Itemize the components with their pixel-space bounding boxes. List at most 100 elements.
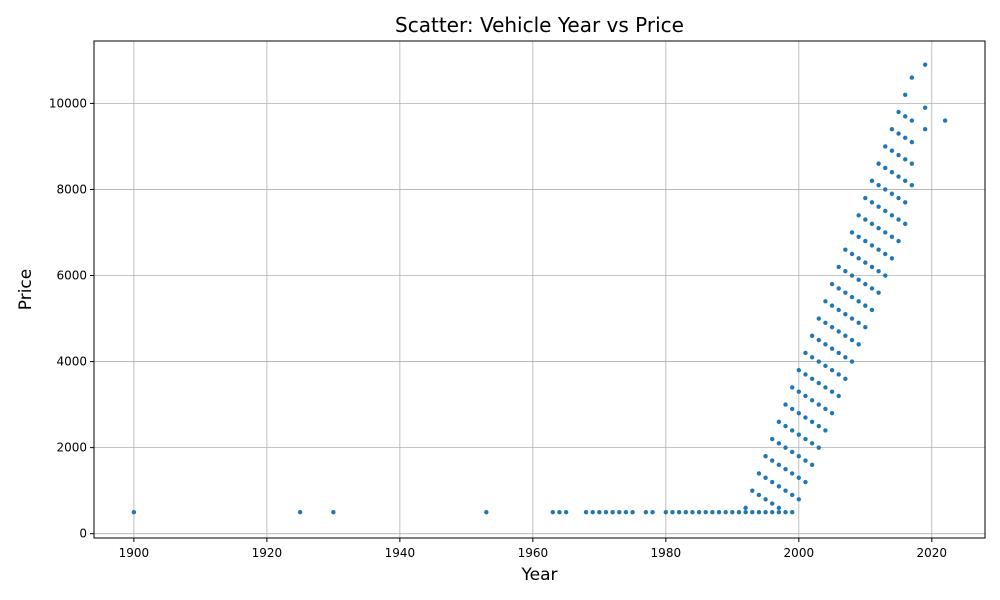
scatter-point xyxy=(869,243,875,248)
scatter-point xyxy=(743,505,748,511)
scatter-point xyxy=(297,509,303,515)
scatter-point xyxy=(670,509,675,515)
scatter-point xyxy=(942,118,948,123)
scatter-point xyxy=(889,191,895,196)
x-tick-label: 2020 xyxy=(917,546,948,560)
scatter-point xyxy=(643,509,649,515)
scatter-point xyxy=(776,505,782,511)
x-tick-label: 1960 xyxy=(518,546,549,560)
grid-lines xyxy=(94,41,985,538)
scatter-point xyxy=(889,234,895,239)
scatter-point xyxy=(816,445,821,450)
scatter-point xyxy=(896,195,901,201)
scatter-point xyxy=(849,359,855,364)
scatter-point xyxy=(796,454,802,459)
scatter-point xyxy=(789,428,795,433)
scatter-point xyxy=(829,281,835,287)
scatter-point xyxy=(590,509,595,515)
y-axis-label: Price xyxy=(16,269,36,310)
scatter-point xyxy=(869,178,875,184)
scatter-point xyxy=(803,458,808,463)
scatter-point xyxy=(863,195,868,201)
scatter-point xyxy=(843,376,848,381)
x-tick-label: 1900 xyxy=(119,546,150,560)
scatter-point xyxy=(903,200,908,205)
scatter-point xyxy=(816,380,821,386)
scatter-point xyxy=(763,497,768,502)
scatter-point xyxy=(863,217,868,222)
scatter-point xyxy=(703,509,708,515)
scatter-point xyxy=(883,273,888,278)
scatter-point xyxy=(883,187,888,192)
scatter-point xyxy=(843,312,848,317)
scatter-point xyxy=(849,337,855,343)
scatter-point xyxy=(809,355,815,360)
scatter-point xyxy=(856,320,861,326)
data-points xyxy=(131,62,948,515)
scatter-point xyxy=(836,393,841,399)
scatter-point xyxy=(803,436,808,442)
scatter-point xyxy=(796,389,802,394)
scatter-point xyxy=(849,273,855,278)
scatter-point xyxy=(783,423,788,429)
scatter-point xyxy=(849,251,855,257)
scatter-point xyxy=(789,509,795,515)
scatter-point xyxy=(750,509,755,515)
scatter-point xyxy=(843,333,848,338)
scatter-point xyxy=(809,419,815,425)
scatter-point xyxy=(849,316,855,321)
scatter-point xyxy=(823,406,828,412)
scatter-point xyxy=(823,363,828,369)
scatter-point xyxy=(836,264,841,270)
scatter-point xyxy=(823,299,828,304)
scatter-point xyxy=(736,509,742,515)
scatter-point xyxy=(876,247,881,252)
scatter-point xyxy=(896,238,901,244)
scatter-point xyxy=(889,213,895,218)
scatter-point xyxy=(789,406,795,412)
scatter-point xyxy=(843,355,848,360)
scatter-point xyxy=(770,501,775,506)
scatter-point xyxy=(796,411,802,416)
scatter-point xyxy=(796,432,802,437)
scatter-point xyxy=(803,479,808,485)
scatter-point xyxy=(856,299,861,304)
scatter-point xyxy=(876,225,881,231)
scatter-point xyxy=(696,509,702,515)
scatter-point xyxy=(903,221,908,227)
scatter-point xyxy=(770,436,775,442)
scatter-point xyxy=(903,92,908,97)
scatter-point xyxy=(803,350,808,356)
scatter-point xyxy=(823,385,828,390)
scatter-point xyxy=(889,256,895,261)
scatter-point xyxy=(869,221,875,227)
chart-title: Scatter: Vehicle Year vs Price xyxy=(395,13,684,37)
scatter-point xyxy=(816,359,821,364)
y-tick-label: 6000 xyxy=(56,269,87,283)
scatter-point xyxy=(803,415,808,420)
x-tick-label: 1940 xyxy=(385,546,416,560)
x-tick-label: 1980 xyxy=(651,546,682,560)
scatter-point xyxy=(663,509,669,515)
scatter-point xyxy=(843,247,848,252)
scatter-point xyxy=(756,492,762,498)
y-tick-label: 8000 xyxy=(56,182,87,196)
scatter-point xyxy=(650,509,655,515)
scatter-point xyxy=(789,492,795,498)
scatter-point xyxy=(557,509,562,515)
scatter-point xyxy=(883,208,888,214)
scatter-point xyxy=(849,294,855,300)
scatter-point xyxy=(723,509,728,515)
scatter-point xyxy=(883,251,888,257)
scatter-point xyxy=(843,290,848,295)
scatter-point xyxy=(896,109,901,115)
scatter-point xyxy=(676,509,682,515)
scatter-point xyxy=(809,333,815,338)
scatter-point xyxy=(876,182,881,188)
scatter-point xyxy=(836,307,841,313)
scatter-point xyxy=(331,509,336,515)
scatter-point xyxy=(770,458,775,463)
scatter-point xyxy=(856,234,861,239)
